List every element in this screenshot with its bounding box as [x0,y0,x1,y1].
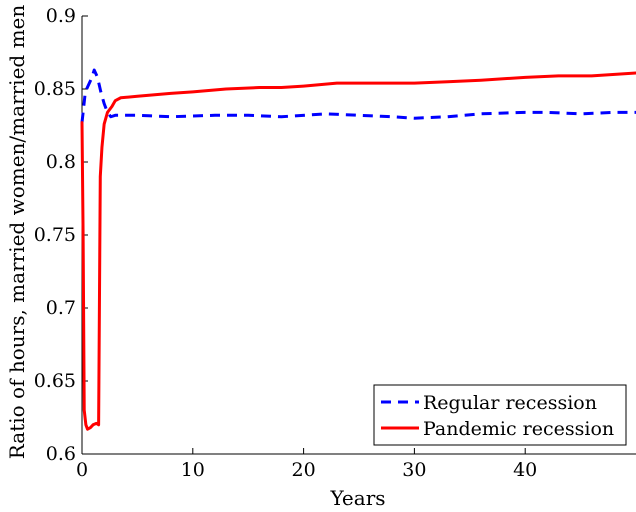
legend-label-regular-recession: Regular recession [423,392,597,414]
y-tick-label: 0.85 [34,78,76,100]
series-line-pandemic-recession [80,71,636,431]
x-tick-label: 20 [292,459,316,481]
x-tick-label: 0 [76,459,88,481]
x-axis-title: Years [329,486,385,510]
series-layer [80,68,636,431]
legend-box [373,384,627,446]
y-tick-label: 0.7 [46,297,76,319]
y-tick-label: 0.65 [34,370,76,392]
y-axis-ticks: 0.6 0.65 0.7 0.75 0.8 0.85 0.9 [34,5,88,465]
x-tick-label: 10 [181,459,205,481]
x-tick-label: 30 [402,459,426,481]
y-axis-title: Ratio of hours, married women/married me… [5,5,29,460]
y-tick-label: 0.6 [46,443,76,465]
y-tick-label: 0.8 [46,151,76,173]
legend: Regular recession Pandemic recession [373,384,627,446]
y-tick-label: 0.75 [34,224,76,246]
x-axis-ticks: 0 10 20 30 40 [76,448,537,481]
legend-label-pandemic-recession: Pandemic recession [423,418,614,440]
x-tick-label: 40 [513,459,537,481]
series-line-regular-recession [80,68,636,123]
y-tick-label: 0.9 [46,5,76,27]
